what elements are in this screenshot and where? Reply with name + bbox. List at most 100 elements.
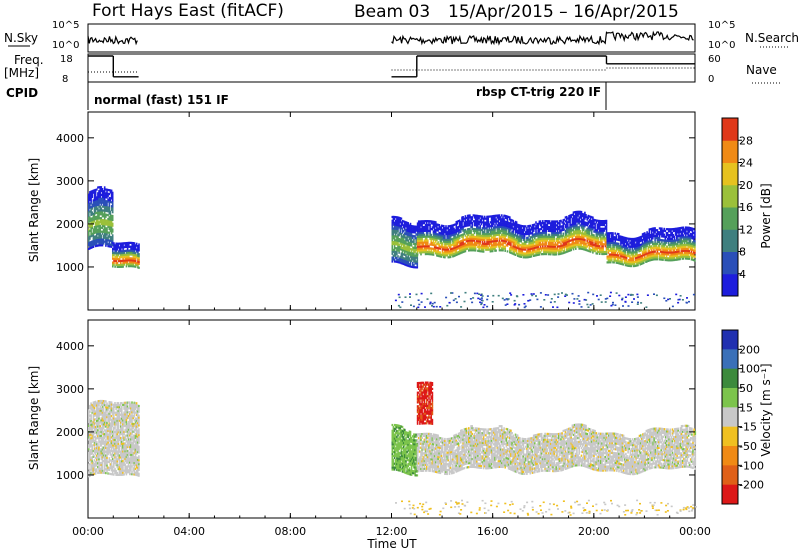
echo-cell (569, 247, 571, 250)
echo-cell (634, 255, 637, 258)
echo-cell (428, 220, 430, 223)
echo-cell (627, 247, 629, 250)
echo-cell (417, 239, 420, 242)
echo-cell (639, 236, 642, 239)
echo-cell (547, 222, 550, 225)
echo-cell (107, 210, 109, 213)
echo-cell (509, 231, 511, 234)
echo-cell (550, 251, 552, 254)
echo-cell (416, 239, 419, 242)
echo-cell (412, 229, 414, 232)
echo-cell (681, 299, 684, 301)
echo-cell (649, 228, 652, 231)
echo-cell (98, 244, 100, 247)
echo-cell (409, 263, 412, 266)
echo-cell (447, 227, 450, 230)
echo-cell (498, 224, 501, 227)
echo-cell (448, 236, 451, 239)
echo-cell (109, 199, 112, 202)
echo-cell (664, 251, 667, 254)
echo-cell (577, 212, 579, 215)
echo-cell (464, 215, 467, 218)
echo-cell (393, 223, 396, 226)
echo-cell (661, 245, 663, 248)
echo-cell (604, 250, 607, 254)
echo-cell (552, 245, 554, 248)
echo-cell (486, 225, 488, 228)
echo-cell (421, 243, 423, 246)
echo-cell (424, 223, 427, 227)
echo-cell (441, 228, 444, 231)
echo-cell (483, 304, 486, 306)
echo-cell (650, 256, 653, 259)
echo-cell (455, 253, 458, 257)
echo-cell (446, 254, 448, 257)
echo-cell (636, 243, 638, 246)
echo-cell (402, 230, 405, 233)
echo-cell (546, 220, 549, 223)
echo-cell (394, 260, 397, 263)
echo-cell (611, 251, 613, 254)
echo-cell (474, 220, 477, 223)
echo-cell (461, 224, 463, 227)
echo-cell (543, 222, 545, 225)
echo-cell (481, 217, 484, 220)
echo-cell (575, 216, 577, 219)
echo-cell (596, 252, 599, 255)
echo-cell (617, 238, 620, 242)
echo-cell (653, 231, 655, 234)
echo-cell (416, 264, 419, 267)
echo-cell (417, 226, 420, 229)
echo-cell (648, 232, 651, 235)
echo-cell (667, 241, 670, 244)
nave-label: Nave (746, 63, 777, 77)
echo-cell (647, 250, 650, 253)
echo-cell (603, 227, 605, 230)
echo-cell (397, 220, 399, 223)
echo-cell (399, 255, 402, 258)
echo-cell (133, 246, 136, 249)
echo-cell (578, 247, 580, 250)
echo-cell (90, 217, 92, 220)
echo-cell (425, 233, 428, 236)
echo-cell (432, 230, 435, 233)
echo-cell (120, 263, 122, 266)
echo-cell (90, 194, 92, 197)
echo-cell (553, 249, 555, 252)
echo-cell (504, 214, 506, 217)
echo-cell (589, 223, 592, 226)
echo-cell (565, 248, 568, 251)
echo-cell (656, 256, 659, 259)
echo-cell (449, 232, 452, 235)
echo-cell (402, 259, 405, 262)
echo-cell (112, 253, 114, 256)
echo-cell (518, 237, 520, 240)
echo-cell (607, 247, 610, 250)
echo-cell (581, 230, 584, 233)
echo-cell (520, 234, 522, 237)
echo-cell (608, 234, 611, 237)
echo-cell (90, 235, 92, 238)
echo-cell (432, 236, 435, 239)
echo-cell (131, 249, 133, 252)
echo-cell (391, 239, 394, 242)
echo-cell (420, 220, 422, 223)
echo-cell (638, 259, 640, 262)
echo-cell (493, 232, 495, 235)
echo-cell (568, 249, 570, 252)
echo-cell (99, 217, 101, 220)
echo-cell (97, 238, 99, 241)
echo-cell (436, 223, 438, 226)
echo-cell (452, 299, 455, 302)
echo-cell (673, 227, 676, 231)
echo-cell (675, 256, 678, 259)
echo-cell (436, 252, 438, 255)
echo-cell (544, 243, 546, 246)
echo-cell (600, 301, 603, 303)
echo-cell (655, 246, 657, 249)
echo-cell (399, 248, 402, 251)
echo-cell (407, 258, 409, 262)
echo-cell (631, 251, 634, 254)
echo-cell (662, 252, 664, 255)
echo-cell (571, 237, 574, 240)
